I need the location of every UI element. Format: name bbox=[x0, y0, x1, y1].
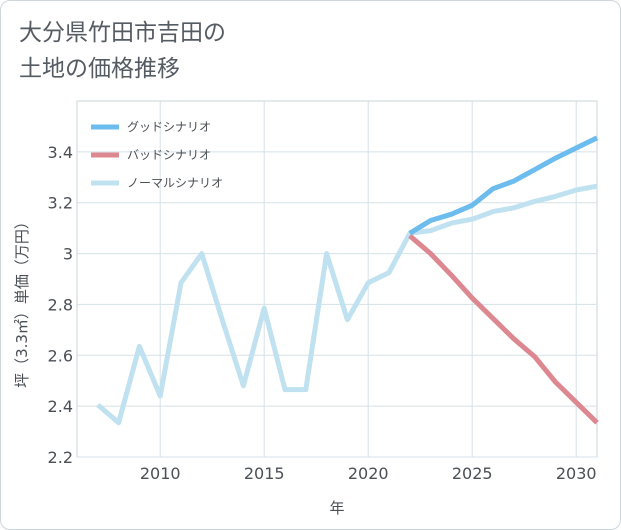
legend-label: グッドシナリオ bbox=[127, 120, 211, 134]
chart-title-line-2: 土地の価格推移 bbox=[19, 56, 180, 82]
y-tick-label: 3.4 bbox=[48, 143, 73, 162]
series-line-2 bbox=[96, 183, 598, 426]
y-tick-label: 2.6 bbox=[48, 346, 73, 365]
x-tick-label: 2025 bbox=[452, 464, 493, 483]
y-tick-label: 2.8 bbox=[48, 295, 73, 314]
x-tick-label: 2010 bbox=[140, 464, 181, 483]
y-tick-label: 3 bbox=[63, 245, 73, 264]
y-tick-label: 2.4 bbox=[48, 397, 73, 416]
legend-label: バッドシナリオ bbox=[127, 148, 211, 162]
chart-title: 大分県竹田市吉田の 土地の価格推移 bbox=[19, 15, 226, 87]
x-axis-ticks: 2010 2015 2020 2025 2030 bbox=[140, 464, 597, 483]
legend-label: ノーマルシナリオ bbox=[127, 176, 223, 190]
x-tick-label: 2020 bbox=[348, 464, 389, 483]
x-axis-label: 年 bbox=[329, 499, 344, 517]
x-tick-label: 2030 bbox=[556, 464, 597, 483]
y-axis-label: 坪（3.3㎡）単価（万円） bbox=[13, 214, 31, 388]
series-line-1 bbox=[408, 233, 599, 425]
chart-title-line-1: 大分県竹田市吉田の bbox=[19, 20, 226, 46]
series-line-0 bbox=[408, 135, 599, 236]
x-tick-label: 2015 bbox=[244, 464, 285, 483]
y-tick-label: 3.2 bbox=[48, 194, 73, 213]
y-tick-label: 2.2 bbox=[48, 448, 73, 467]
y-axis-ticks: 2.2 2.4 2.6 2.8 3 3.2 3.4 bbox=[48, 143, 73, 467]
series-lines bbox=[96, 135, 599, 426]
